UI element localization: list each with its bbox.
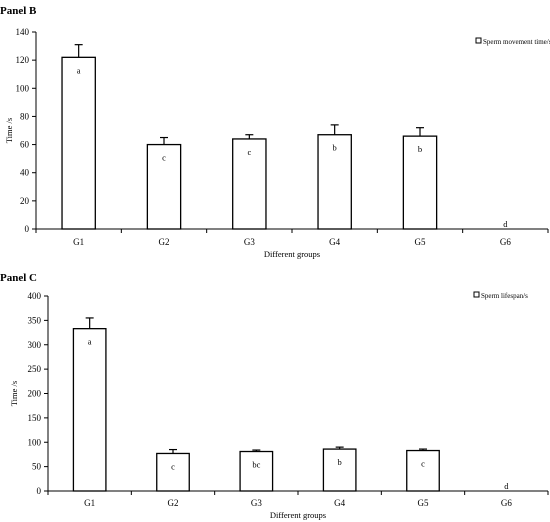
y-tick-label: 150 [28, 413, 42, 423]
significance-letter: c [162, 153, 166, 163]
x-tick-label: G1 [73, 237, 84, 247]
y-axis-title: Time /s [4, 118, 14, 143]
bar [406, 449, 440, 492]
y-tick-label: 200 [28, 389, 42, 399]
significance-letter: b [418, 144, 422, 154]
bar [317, 134, 352, 230]
x-axis-title: Different groups [264, 249, 320, 259]
y-tick-label: 0 [25, 224, 30, 234]
y-tick-label: 80 [20, 111, 30, 121]
x-tick-label: G3 [244, 237, 255, 247]
panel-label: Panel C [0, 272, 37, 284]
y-tick-label: 400 [28, 291, 42, 301]
bar [156, 452, 190, 492]
legend-label: Sperm movement time/s [483, 38, 550, 46]
bar [239, 450, 274, 492]
significance-letter: bc [252, 460, 260, 470]
y-tick-label: 50 [32, 462, 42, 472]
bar [322, 448, 357, 492]
significance-letter: c [247, 147, 251, 157]
x-axis-title: Different groups [270, 510, 326, 520]
bar [232, 138, 267, 230]
bar [402, 135, 438, 230]
x-tick-label: G1 [84, 498, 95, 508]
x-tick-label: G4 [334, 498, 345, 508]
chart-panel-2: Panel C 0 50 100 150 200 250 300 350 400 G1 G2 G3 G4 G… [0, 272, 549, 520]
significance-letter: c [171, 461, 175, 471]
y-tick-label: 140 [16, 27, 30, 37]
x-tick-label: G2 [159, 237, 170, 247]
y-tick-label: 120 [16, 55, 30, 65]
x-tick-label: G5 [415, 237, 426, 247]
significance-letter: b [338, 457, 342, 467]
y-tick-label: 0 [37, 486, 42, 496]
x-tick-label: G5 [418, 498, 429, 508]
x-tick-label: G6 [500, 237, 511, 247]
x-tick-label: G6 [501, 498, 512, 508]
significance-letter: a [77, 65, 81, 75]
bar [61, 56, 96, 230]
legend-label: Sperm lifespan/s [481, 292, 528, 300]
x-tick-label: G4 [329, 237, 340, 247]
significance-letter: c [421, 459, 425, 469]
y-tick-label: 100 [28, 437, 42, 447]
y-axis-title: Time /s [9, 381, 19, 406]
significance-letter: d [503, 219, 508, 229]
y-tick-label: 300 [28, 340, 42, 350]
significance-letter: a [88, 337, 92, 347]
panel-label: Panel B [0, 5, 37, 17]
legend-swatch [473, 291, 480, 298]
y-tick-label: 20 [20, 196, 30, 206]
legend-swatch [475, 37, 482, 44]
significance-letter: d [504, 481, 509, 491]
x-tick-label: G3 [251, 498, 262, 508]
x-tick-label: G2 [168, 498, 179, 508]
significance-letter: b [333, 143, 337, 153]
chart-panel-1: Panel B 0 20 40 60 80 100 120 140 G1 G2 G3 G4 G5 G6 a c c… [0, 5, 550, 259]
y-tick-label: 100 [16, 83, 30, 93]
y-tick-label: 250 [28, 364, 42, 374]
y-tick-label: 350 [28, 315, 42, 325]
y-tick-label: 60 [20, 140, 30, 150]
y-tick-label: 40 [20, 168, 30, 178]
bar [72, 328, 107, 492]
